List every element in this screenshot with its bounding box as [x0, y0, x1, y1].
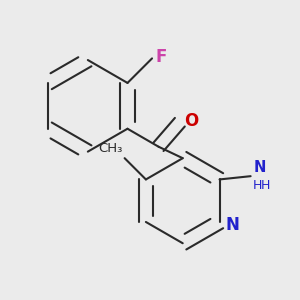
Text: H: H [253, 179, 262, 192]
Text: N: N [225, 216, 239, 234]
Text: H: H [260, 179, 270, 192]
Text: F: F [156, 48, 167, 66]
Text: CH₃: CH₃ [99, 142, 123, 155]
Text: O: O [184, 112, 198, 130]
Text: N: N [253, 160, 266, 175]
